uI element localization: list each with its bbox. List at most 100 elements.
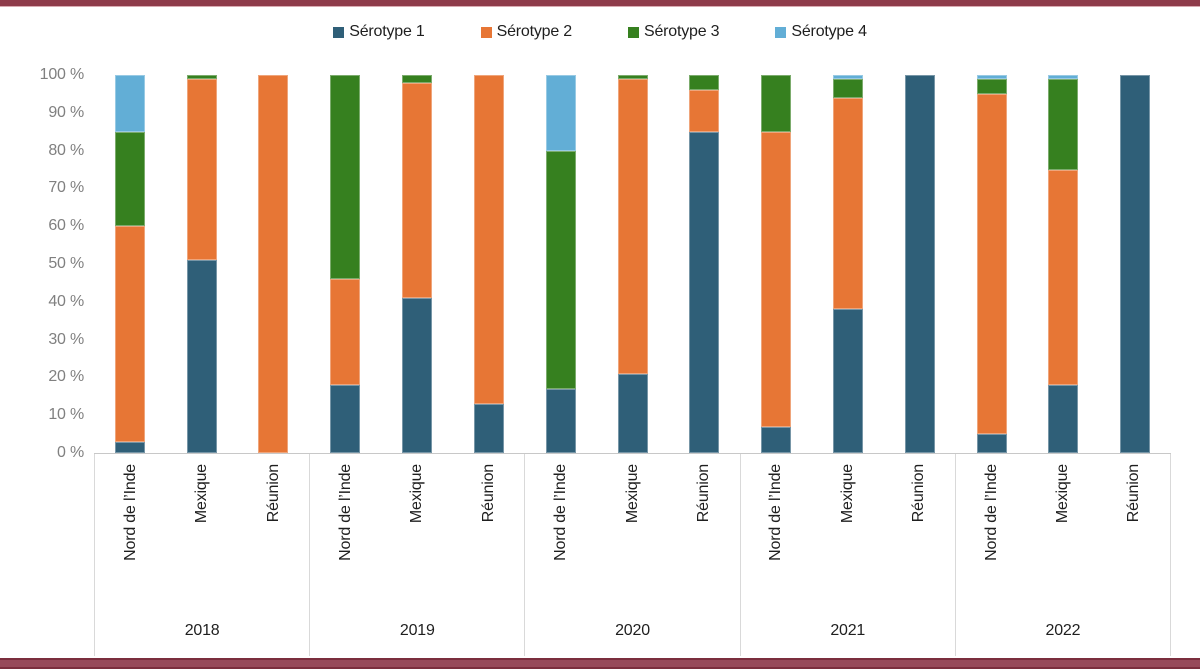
stacked-bar: [617, 75, 648, 453]
legend-item-label: Sérotype 4: [791, 23, 867, 40]
bar-slot: [668, 75, 740, 453]
bar-segment-1: [689, 131, 720, 453]
bar-segment-2: [402, 82, 433, 299]
bar-slot: [597, 75, 669, 453]
region-label-slot: Réunion: [238, 464, 309, 561]
bar-segment-2: [258, 75, 289, 453]
year-group-2021: [740, 75, 955, 453]
bar-segment-3: [976, 78, 1007, 94]
bar-segment-2: [976, 93, 1007, 435]
y-axis-tick-label: 60 %: [48, 217, 84, 235]
y-axis: 100 % 90 % 80 % 70 % 60 % 50 % 40 % 30 % 20 % 10 …: [0, 66, 85, 461]
region-label: Mexique: [408, 464, 426, 524]
region-label: Nord de l’Inde: [767, 464, 785, 561]
bar-slot: [525, 75, 597, 453]
bar-segment-1: [976, 434, 1007, 453]
region-label-slot: Mexique: [382, 464, 453, 561]
stacked-bar: [1120, 75, 1151, 453]
bar-slot: [94, 75, 166, 453]
region-label-slot: Réunion: [1099, 464, 1170, 561]
region-label-slot: Réunion: [668, 464, 739, 561]
bar-segment-1: [832, 309, 863, 453]
region-label-row: Nord de l’Inde Mexique Réunion: [95, 454, 309, 561]
region-label-slot: Nord de l’Inde: [741, 464, 812, 561]
bar-segment-2: [330, 279, 361, 385]
bar-segment-3: [402, 75, 433, 83]
bar-segment-2: [617, 78, 648, 374]
bar-segment-1: [545, 388, 576, 453]
stacked-bar: [1048, 75, 1079, 453]
stacked-bar: [473, 75, 504, 453]
region-label: Mexique: [1053, 464, 1071, 524]
stacked-bar: [545, 75, 576, 453]
region-label: Mexique: [623, 464, 641, 524]
y-axis-tick-label: 80 %: [48, 141, 84, 159]
year-label: 2021: [830, 622, 866, 639]
bar-segment-1: [186, 260, 217, 453]
legend-item: Sérotype 3: [628, 23, 720, 41]
region-label-row: Nord de l’Inde Mexique Réunion: [956, 454, 1170, 561]
region-label: Nord de l’Inde: [982, 464, 1000, 561]
stacked-bar: [330, 75, 361, 453]
bar-segment-1: [904, 75, 935, 453]
bar-segment-1: [761, 426, 792, 453]
region-label-slot: Mexique: [166, 464, 237, 561]
region-label-slot: Nord de l’Inde: [310, 464, 381, 561]
region-label: Mexique: [193, 464, 211, 524]
y-axis-tick-label: 90 %: [48, 103, 84, 121]
stacked-bar: [832, 75, 863, 453]
bar-segment-2: [689, 90, 720, 132]
stacked-bar: [186, 75, 217, 453]
region-label-slot: Réunion: [883, 464, 954, 561]
bar-slot: [812, 75, 884, 453]
y-axis-tick-label: 70 %: [48, 179, 84, 197]
year-group-2022: [956, 75, 1171, 453]
region-label: Mexique: [838, 464, 856, 524]
stacked-bar-chart: 100 % 90 % 80 % 70 % 60 % 50 % 40 % 30 % 20 % 10 …: [0, 66, 1200, 658]
bar-segment-1: [1120, 75, 1151, 453]
region-label: Nord de l’Inde: [336, 464, 354, 561]
bar-segment-3: [761, 75, 792, 132]
legend-item-label: Sérotype 2: [496, 23, 573, 40]
bar-segment-2: [1048, 169, 1079, 385]
year-label: 2019: [399, 622, 435, 639]
region-label-slot: Mexique: [812, 464, 883, 561]
legend-item: Sérotype 1: [333, 23, 425, 41]
region-label: Réunion: [479, 464, 497, 523]
region-label-slot: Mexique: [597, 464, 668, 561]
y-axis-tick-label: 20 %: [48, 368, 84, 386]
region-label-slot: Réunion: [453, 464, 524, 561]
x-label-cell-2019: Nord de l’Inde Mexique Réunion 2019: [309, 454, 524, 656]
bar-slot: [956, 75, 1028, 453]
bar-segment-1: [617, 373, 648, 453]
year-label: 2018: [184, 622, 220, 639]
stacked-bar: [114, 75, 145, 453]
bar-segment-1: [402, 298, 433, 453]
legend-item-label: Sérotype 1: [349, 23, 425, 40]
bar-segment-4: [114, 75, 145, 132]
region-label: Réunion: [1125, 464, 1143, 523]
bar-slot: [309, 75, 381, 453]
bar-segment-4: [545, 75, 576, 151]
year-group-2020: [525, 75, 740, 453]
region-label: Réunion: [264, 464, 282, 523]
bar-segment-4: [832, 75, 863, 79]
bar-segment-2: [114, 226, 145, 442]
legend-swatch-icon: [628, 26, 639, 38]
bar-slot: [1027, 75, 1099, 453]
legend-swatch-icon: [775, 26, 787, 38]
x-label-cell-2018: Nord de l’Inde Mexique Réunion 2018: [94, 454, 309, 656]
bar-segment-1: [1048, 384, 1079, 453]
bar-slot: [884, 75, 956, 453]
bottom-accent-bar: [0, 658, 1200, 669]
bar-segment-1: [114, 441, 145, 453]
stacked-bar: [976, 75, 1007, 453]
bar-segment-3: [832, 78, 863, 98]
x-label-cell-2021: Nord de l’Inde Mexique Réunion 2021: [739, 454, 955, 656]
bar-segment-3: [186, 75, 217, 79]
stacked-bar: [761, 75, 792, 453]
x-label-cell-2020: Nord de l’Inde Mexique Réunion 2020: [524, 454, 739, 656]
region-label-row: Nord de l’Inde Mexique Réunion: [741, 454, 955, 561]
bar-segment-3: [545, 150, 576, 389]
bar-segment-1: [473, 403, 504, 453]
